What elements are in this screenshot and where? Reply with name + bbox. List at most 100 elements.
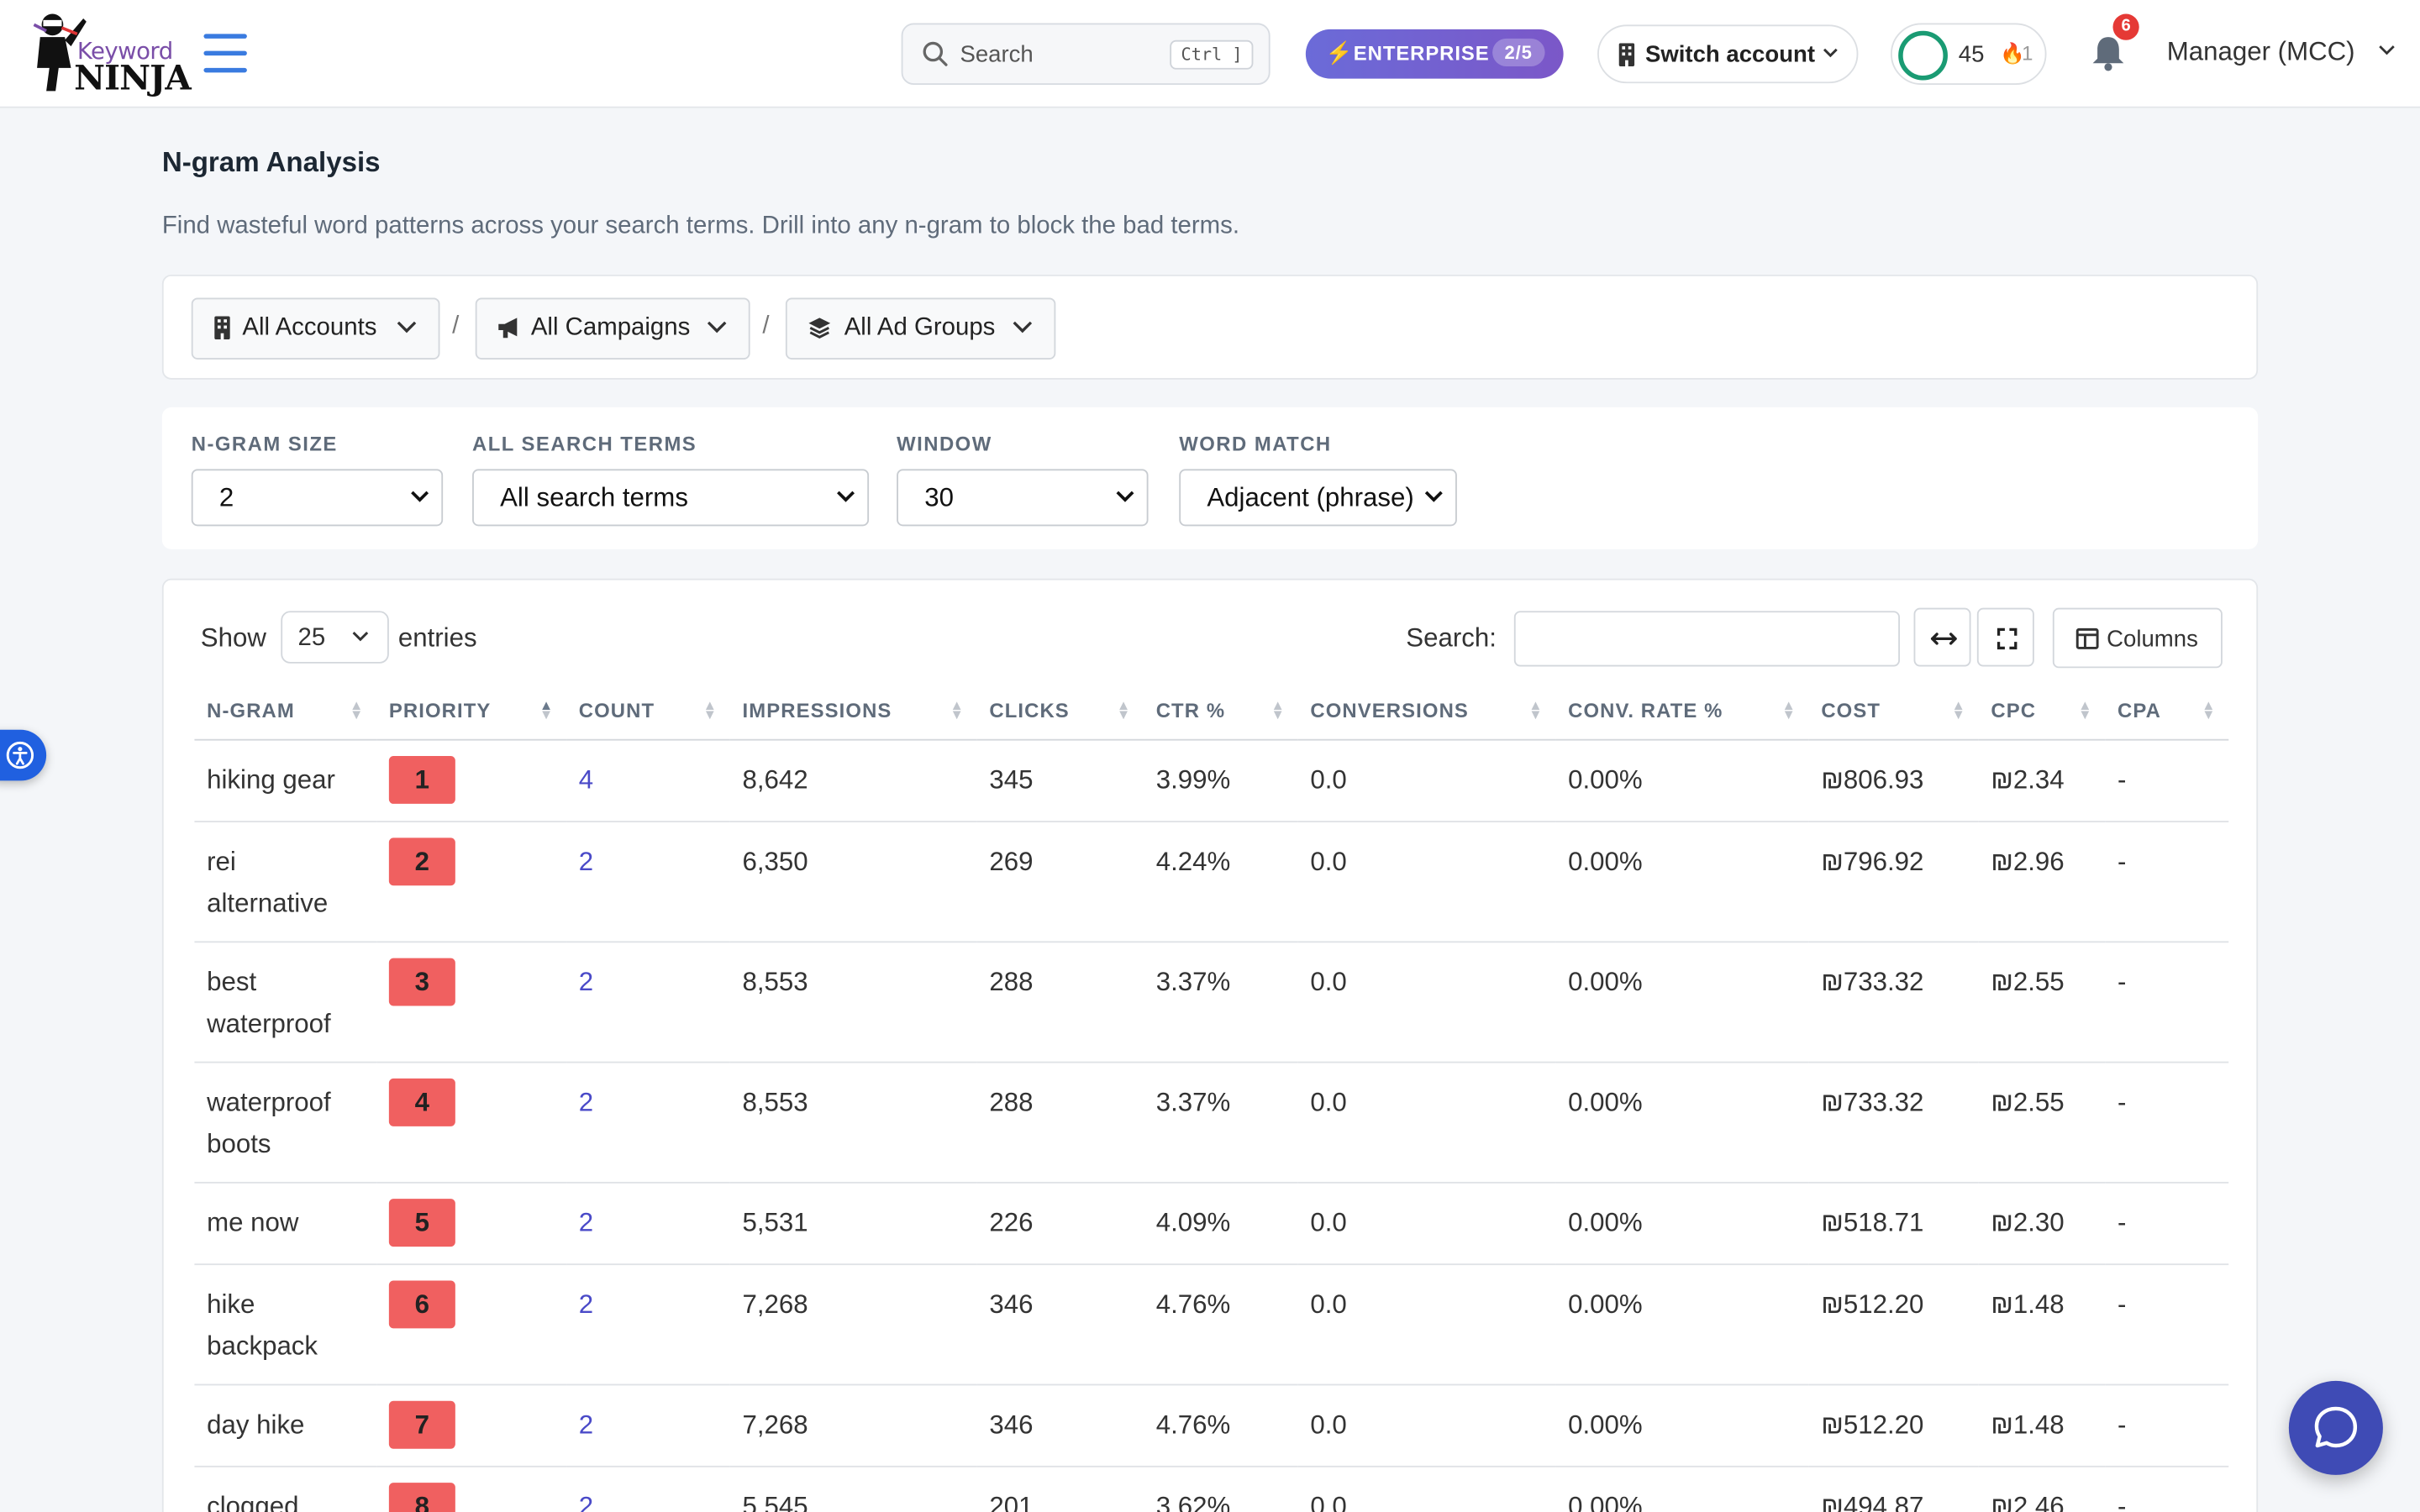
sort-icon: ▲ ▼ [2078, 697, 2093, 722]
cell-impressions: 7,268 [729, 1263, 977, 1385]
column-header-clicks[interactable]: CLICKS ▲ ▼ [976, 681, 1144, 740]
cell-cost: ₪512.20 [1808, 1383, 1979, 1467]
accounts-dropdown[interactable]: All Accounts [191, 297, 440, 360]
menu-icon[interactable] [203, 34, 247, 74]
cell-count-link[interactable]: 2 [566, 941, 730, 1063]
cell-cpa: - [2105, 738, 2229, 822]
streak-value: 1 [2022, 41, 2033, 66]
plan-usage-badge: 2/5 [1491, 38, 1545, 66]
global-search-input[interactable]: Search Ctrl ] [901, 23, 1270, 86]
cell-count-link[interactable]: 4 [566, 738, 730, 822]
cell-ngram[interactable]: hiking gear [194, 738, 377, 822]
cell-count-link[interactable]: 2 [566, 1263, 730, 1385]
accessibility-icon [6, 741, 34, 769]
cell-ngram[interactable]: clogged drain [194, 1465, 377, 1512]
cell-conv-rate: 0.00% [1555, 1465, 1809, 1512]
column-header-ngram[interactable]: N-GRAM ▲ ▼ [194, 681, 377, 740]
cell-ngram[interactable]: hike backpack [194, 1263, 377, 1385]
column-header-priority[interactable]: PRIORITY ▲ ▼ [376, 681, 567, 740]
column-header-cpa[interactable]: CPA ▲ ▼ [2105, 681, 2229, 740]
column-header-cpc[interactable]: CPC ▲ ▼ [1978, 681, 2106, 740]
column-header-conv-rate[interactable]: CONV. RATE % ▲ ▼ [1555, 681, 1809, 740]
ngram-size-label: N-GRAM SIZE [191, 432, 338, 455]
breadcrumb-separator: / [452, 312, 460, 340]
columns-button[interactable]: Columns [2052, 607, 2223, 669]
chevron-down-icon [352, 632, 369, 642]
accessibility-button[interactable] [0, 729, 47, 781]
campaigns-dropdown[interactable]: All Campaigns [475, 297, 750, 360]
cell-cpc: ₪1.48 [1978, 1263, 2106, 1385]
bolt-icon: ⚡ [1325, 39, 1354, 66]
column-header-impressions[interactable]: IMPRESSIONS ▲ ▼ [729, 681, 977, 740]
sort-icon: ▲ ▼ [950, 697, 965, 722]
cell-ctr: 4.76% [1144, 1263, 1298, 1385]
account-menu[interactable]: Manager (MCC) [2167, 37, 2395, 68]
table-row: day hike 7 2 7,268 346 4.76% 0.0 0.00% ₪… [194, 1383, 2229, 1467]
cell-ngram[interactable]: waterproof boots [194, 1061, 377, 1183]
cell-count-link[interactable]: 2 [566, 821, 730, 942]
column-header-conversions[interactable]: CONVERSIONS ▲ ▼ [1297, 681, 1556, 740]
cell-count-link[interactable]: 2 [566, 1383, 730, 1467]
column-header-count[interactable]: COUNT ▲ ▼ [566, 681, 730, 740]
cell-clicks: 201 [976, 1465, 1144, 1512]
window-option: WINDOW 30 [897, 432, 1149, 527]
score-value: 45 [1958, 41, 1985, 68]
cell-cpc: ₪2.55 [1978, 941, 2106, 1063]
page-title: N-gram Analysis [161, 146, 381, 178]
ad-groups-dropdown[interactable]: All Ad Groups [785, 297, 1056, 360]
score-widget[interactable]: 45 🔥 1 [1890, 23, 2047, 86]
notifications-button[interactable]: 6 [2091, 13, 2139, 71]
cell-impressions: 6,350 [729, 821, 977, 942]
column-header-label: CPC [1991, 698, 2037, 722]
column-header-label: CTR % [1155, 698, 1226, 722]
cell-priority: 6 [376, 1263, 567, 1385]
ngram-table: N-GRAM ▲ ▼ PRIORITY ▲ ▼ COUNT ▲ ▼ IMPRESSIONS ▲… [194, 681, 2229, 1512]
cell-impressions: 7,268 [729, 1383, 977, 1467]
cell-priority: 5 [376, 1181, 567, 1265]
table-row: rei alternative 2 2 6,350 269 4.24% 0.0 … [194, 821, 2229, 942]
chevron-down-icon [707, 321, 727, 333]
column-header-cost[interactable]: COST ▲ ▼ [1808, 681, 1979, 740]
word-match-select[interactable]: Adjacent (phrase) [1179, 469, 1457, 527]
cell-ngram[interactable]: day hike [194, 1383, 377, 1467]
cell-count-link[interactable]: 2 [566, 1061, 730, 1183]
ngram-size-select[interactable]: 2 [191, 469, 444, 527]
bullhorn-icon [498, 318, 518, 339]
enterprise-plan-button[interactable]: ⚡ ENTERPRISE 2/5 [1305, 29, 1564, 79]
cell-ctr: 4.24% [1144, 821, 1298, 942]
window-select[interactable]: 30 [897, 469, 1149, 527]
chat-button[interactable] [2288, 1380, 2383, 1475]
cell-count-link[interactable]: 2 [566, 1181, 730, 1265]
expand-width-button[interactable] [1913, 607, 1971, 667]
table-search-input[interactable] [1513, 611, 1901, 667]
logo[interactable]: Keyword NINJA [24, 6, 192, 102]
fullscreen-button[interactable] [1976, 607, 2034, 667]
campaigns-dropdown-label: All Campaigns [530, 314, 691, 341]
cell-conv-rate: 0.00% [1555, 1061, 1809, 1183]
switch-account-button[interactable]: Switch account [1597, 24, 1859, 84]
priority-badge: 3 [388, 957, 455, 1005]
cell-ngram[interactable]: best waterproof [194, 941, 377, 1063]
cell-impressions: 5,531 [729, 1181, 977, 1265]
priority-badge: 5 [388, 1198, 455, 1247]
column-header-ctr[interactable]: CTR % ▲ ▼ [1144, 681, 1298, 740]
score-ring [1898, 30, 1948, 81]
page-size-select[interactable]: 25 [281, 611, 389, 664]
cell-conversions: 0.0 [1297, 1061, 1556, 1183]
window-label: WINDOW [897, 432, 992, 455]
search-terms-value: All search terms [500, 482, 688, 512]
cell-ngram[interactable]: me now [194, 1181, 377, 1265]
cell-priority: 4 [376, 1061, 567, 1183]
cell-impressions: 8,553 [729, 941, 977, 1063]
priority-badge: 7 [388, 1399, 455, 1448]
cell-ngram[interactable]: rei alternative [194, 821, 377, 942]
search-terms-select[interactable]: All search terms [472, 469, 870, 527]
word-match-value: Adjacent (phrase) [1207, 482, 1414, 512]
notification-count-badge: 6 [2112, 13, 2139, 40]
breadcrumb-separator: / [762, 312, 770, 340]
sort-icon: ▲ ▼ [1781, 697, 1797, 722]
cell-cpc: ₪1.48 [1978, 1383, 2106, 1467]
chevron-down-icon [1424, 491, 1443, 502]
cell-count-link[interactable]: 2 [566, 1465, 730, 1512]
